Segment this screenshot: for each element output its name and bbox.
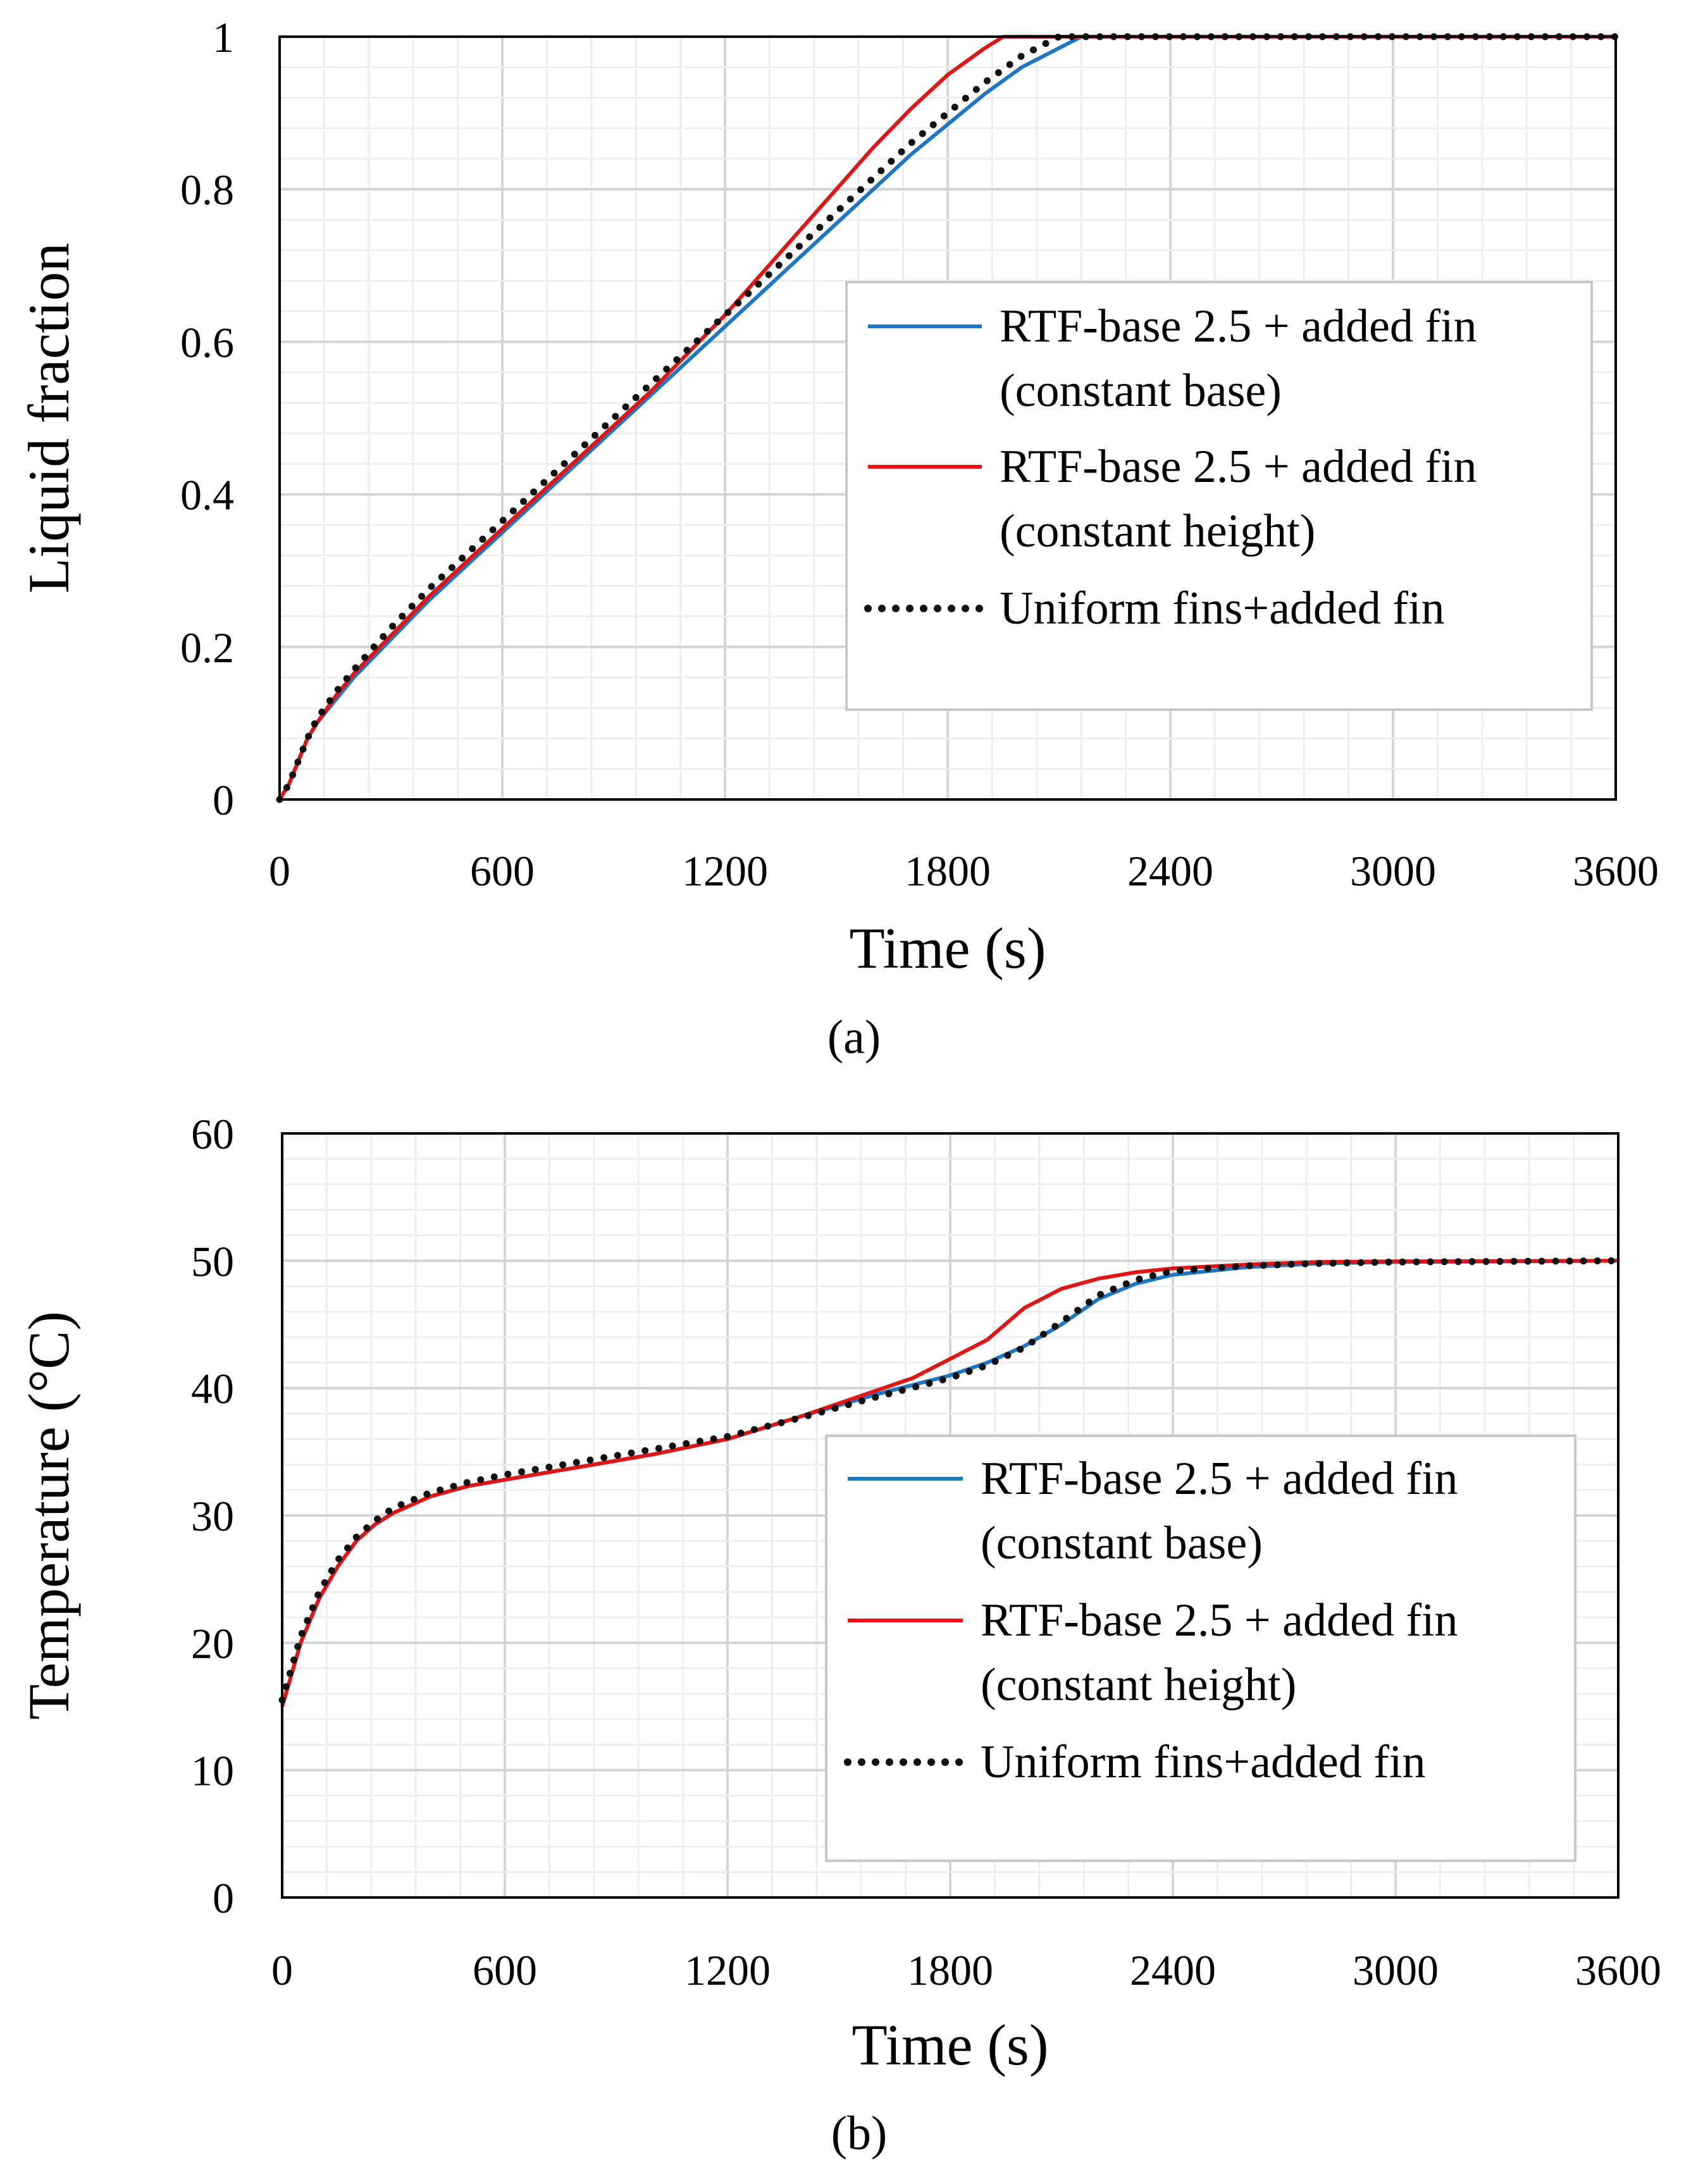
y-tick-label: 0.4	[180, 471, 234, 519]
x-tick-label: 2400	[1130, 1946, 1216, 1994]
legend-a: RTF-base 2.5 + added fin (constant base)…	[845, 281, 1593, 711]
y-tick-label: 0	[213, 776, 234, 824]
y-tick-label: 40	[191, 1365, 234, 1413]
x-tick-label: 3600	[1573, 847, 1659, 895]
x-tick-label: 3000	[1350, 847, 1436, 895]
legend-box-b	[825, 1434, 1576, 1862]
x-tick-label: 0	[269, 847, 290, 895]
series-group-a	[276, 33, 1620, 803]
x-tick-label: 600	[470, 847, 535, 895]
x-tick-labels-b: 0 600 1200 1800 2400 3000 3600	[271, 1946, 1661, 1994]
chart-b: 0 10 20 30 40 50 60 0 600 1200 1800 2400 3000 3600 T…	[16, 1110, 1661, 2160]
series-line-b-2	[278, 1257, 1622, 1704]
legend-label-b-0: RTF-base 2.5 + added fin	[981, 1453, 1458, 1505]
y-tick-label: 0.2	[180, 624, 234, 672]
chart-a: 00.20.40.60.81 0 600 1200 1800 2400 3000 3600 …	[16, 13, 1659, 1064]
legend-label-a-0: RTF-base 2.5 + added fin	[1000, 300, 1477, 352]
series-line-b-1	[280, 1259, 1619, 1707]
y-tick-label: 10	[191, 1747, 234, 1795]
y-tick-label: 30	[191, 1492, 234, 1540]
y-tick-labels-a: 0 0.2 0.4 0.6 0.8 1	[180, 13, 234, 824]
series-line-a-0	[278, 35, 1616, 801]
series-group-b	[278, 1257, 1622, 1707]
y-tick-label: 0.6	[180, 318, 234, 366]
legend-label-a-1: RTF-base 2.5 + added fin	[1000, 441, 1477, 493]
caption-a: (a)	[827, 1011, 881, 1064]
y-axis-title-b: Temperature (°C)	[16, 1311, 81, 1720]
legend-label-a-2: Uniform fins+added fin	[1000, 583, 1444, 634]
x-tick-label: 1800	[905, 847, 991, 895]
series-line-a-2	[276, 33, 1620, 803]
legend-label-b-1-line2: (constant height)	[981, 1659, 1296, 1711]
plot-border-b	[281, 1132, 1620, 1899]
x-tick-label: 0	[271, 1946, 293, 1994]
x-tick-label: 1800	[907, 1946, 993, 1994]
x-tick-label: 3600	[1575, 1946, 1661, 1994]
legend-label-b-1: RTF-base 2.5 + added fin	[981, 1595, 1458, 1646]
y-tick-label: 0.8	[180, 166, 234, 214]
x-tick-label: 1200	[682, 847, 768, 895]
legend-label-a-1-line2: (constant height)	[1000, 505, 1315, 557]
y-tick-labels-b: 0 10 20 30 40 50 60	[191, 1110, 234, 1922]
y-axis-title-a: Liquid fraction	[16, 243, 81, 593]
series-line-a-1	[278, 35, 1616, 801]
legend-b: RTF-base 2.5 + added fin (constant base)…	[825, 1434, 1576, 1862]
x-axis-title-b: Time (s)	[852, 2013, 1049, 2077]
legend-label-b-0-line2: (constant base)	[981, 1517, 1263, 1569]
x-tick-label: 2400	[1127, 847, 1213, 895]
x-tick-label: 600	[473, 1946, 537, 1994]
y-tick-label: 1	[213, 13, 234, 61]
y-tick-label: 50	[191, 1237, 234, 1285]
x-tick-labels-a: 0 600 1200 1800 2400 3000 3600	[269, 847, 1659, 895]
x-axis-title-a: Time (s)	[850, 916, 1046, 980]
x-tick-label: 3000	[1353, 1946, 1439, 1994]
legend-label-a-0-line2: (constant base)	[1000, 365, 1282, 417]
y-tick-label: 20	[191, 1619, 234, 1667]
x-tick-label: 1200	[684, 1946, 771, 1994]
y-tick-label: 0	[213, 1874, 234, 1922]
legend-label-b-2: Uniform fins+added fin	[981, 1736, 1425, 1788]
y-tick-label: 60	[191, 1110, 234, 1158]
plot-border-a	[278, 35, 1617, 801]
legend-box-a	[845, 281, 1593, 711]
caption-b: (b)	[831, 2107, 888, 2160]
